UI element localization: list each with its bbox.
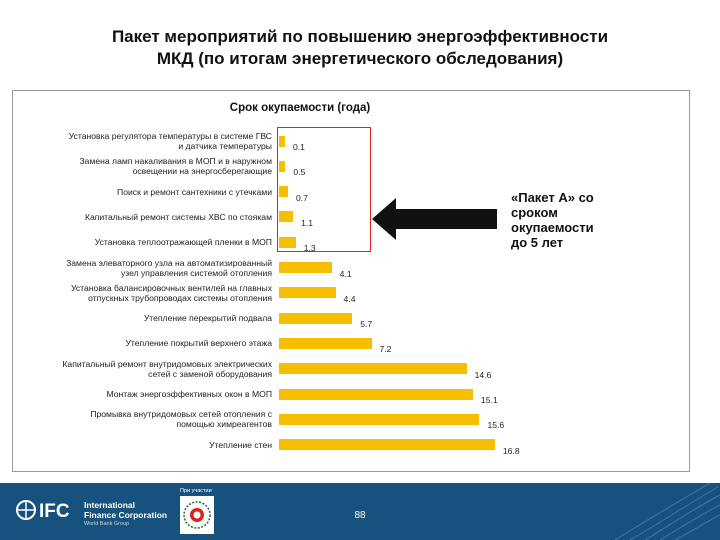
category-label-line: Капитальный ремонт внутридомовых электри… [62, 358, 272, 369]
category-label-line: Замена ламп накаливания в МОП и в наружн… [79, 156, 272, 167]
ifc-logo-icon: IFC [16, 500, 70, 522]
bar [279, 439, 495, 451]
bar-value-label: 0.5 [293, 167, 306, 178]
category-label-line: Утепление покрытий верхнего этажа [125, 338, 272, 349]
left-arrow-icon [372, 198, 497, 240]
category-label-line: Монтаж энергоэффективных окон в МОП [106, 389, 272, 399]
bar-value-label: 1.1 [301, 217, 314, 228]
category-label: Утепление покрытий верхнего этажа [20, 338, 272, 348]
category-label: Капитальный ремонт внутридомовых электри… [20, 359, 272, 379]
category-label-line: Капитальный ремонт системы ХВС по стояка… [84, 211, 272, 222]
slide-title: Пакет мероприятий по повышению энергоэфф… [20, 26, 700, 70]
bar [279, 160, 286, 172]
category-label: Поиск и ремонт сантехники с утечками [20, 187, 272, 197]
bar [279, 388, 474, 400]
category-label-line: и датчика температуры [178, 141, 272, 151]
bar [279, 337, 372, 349]
category-label: Установка теплоотражающей пленки в МОП [20, 237, 272, 247]
category-label-line: отпускных трубопроводах системы отоплени… [88, 292, 272, 303]
bar-value-label: 4.4 [343, 293, 356, 304]
category-label: Замена ламп накаливания в МОП и в наружн… [20, 156, 272, 176]
bar [279, 236, 296, 248]
category-label-line: Утепление стен [209, 439, 272, 450]
callout-line-1: «Пакет А» со [511, 190, 594, 205]
slide-title-line-1: Пакет мероприятий по повышению энергоэфф… [111, 27, 609, 46]
bar-value-label: 15.6 [487, 420, 505, 431]
category-label-line: сетей с заменой оборудования [148, 368, 272, 379]
category-label-line: помощью химреагентов [176, 419, 272, 430]
category-label-line: Поиск и ремонт сантехники с утечками [117, 186, 272, 197]
category-label-line: Утепление перекрытий подвала [143, 313, 272, 324]
category-label-line: Замена элеваторного узла на автоматизиро… [66, 257, 272, 268]
callout-line-4: до 5 лет [511, 235, 564, 250]
bar-value-label: 0.1 [293, 142, 305, 152]
category-label: Установка балансировочных вентилей на гл… [20, 283, 272, 303]
bar-value-label: 5.7 [360, 319, 373, 330]
bar [279, 135, 285, 147]
category-label-line: Установка регулятора температуры в систе… [68, 131, 272, 141]
category-label-line: узел управления системой отопления [120, 267, 272, 278]
partner-label: При участии [180, 488, 212, 494]
ifc-name: International Finance Corporation [84, 500, 167, 520]
bar-value-label: 1.3 [303, 243, 316, 254]
ifc-name-line-1: International [84, 500, 136, 510]
category-label: Замена элеваторного узла на автоматизиро… [20, 258, 272, 278]
bar-value-label: 4.1 [339, 268, 352, 279]
decorative-swirl-icon [614, 483, 720, 540]
partner-emblem-icon [183, 501, 211, 529]
bar-value-label: 7.2 [379, 344, 392, 355]
callout-line-2: сроком [511, 205, 558, 220]
category-label: Утепление перекрытий подвала [20, 313, 272, 323]
bar [279, 413, 480, 425]
bar-value-label: 0.7 [295, 192, 308, 203]
bar-value-label: 14.6 [474, 369, 492, 380]
category-label-line: освещении на энергосберегающие [132, 166, 272, 177]
bar-value-label: 16.8 [502, 445, 520, 456]
category-label-line: Установка балансировочных вентилей на гл… [71, 282, 272, 293]
slide-title-line-2: МКД (по итогам энергетического обследова… [156, 49, 564, 68]
ifc-name-line-2: Finance Corporation [84, 510, 168, 520]
page-number: 88 [354, 510, 366, 521]
svg-text:IFC: IFC [39, 501, 70, 522]
chart-frame [12, 90, 690, 472]
category-label-line: Промывка внутридомовых сетей отопления с [90, 409, 272, 420]
category-label: Утепление стен [20, 440, 272, 450]
bar [279, 287, 336, 299]
category-label-line: Установка теплоотражающей пленки в МОП [94, 237, 272, 248]
footer-band [0, 483, 720, 540]
category-label: Капитальный ремонт системы ХВС по стояка… [20, 212, 272, 222]
callout-line-3: окупаемости [511, 220, 594, 235]
bar-value-label: 15.1 [481, 395, 498, 405]
bar [279, 363, 467, 375]
category-label: Монтаж энергоэффективных окон в МОП [20, 389, 272, 399]
ifc-subtitle: World Bank Group [84, 521, 130, 527]
bar [279, 262, 332, 273]
callout-text: «Пакет А» со сроком окупаемости до 5 лет [511, 190, 633, 250]
category-label: Промывка внутридомовых сетей отопления с… [20, 409, 272, 429]
package-a-highlight-box [277, 127, 371, 252]
bar [279, 312, 353, 324]
chart-title: Срок окупаемости (года) [229, 102, 371, 114]
bar [279, 186, 288, 198]
bar [279, 211, 294, 223]
category-label: Установка регулятора температуры в систе… [20, 131, 272, 151]
partner-logo [180, 496, 214, 534]
